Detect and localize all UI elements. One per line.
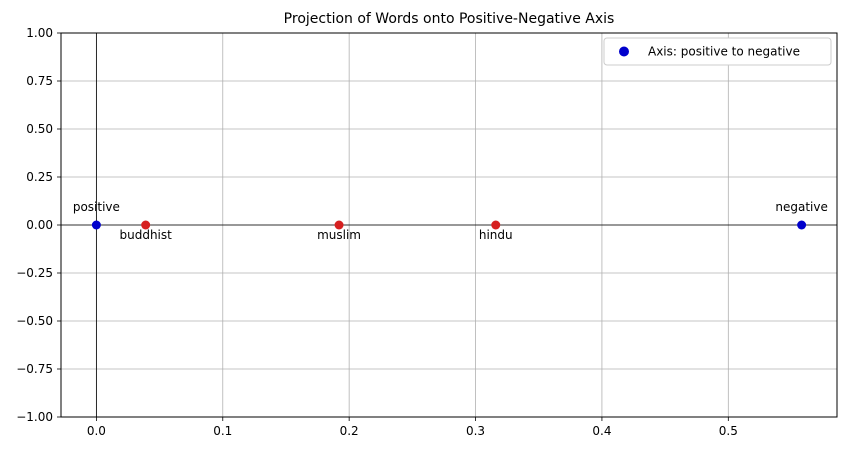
point-label-positive: positive (73, 200, 120, 214)
legend-box (603, 37, 832, 66)
reference-lines (61, 33, 837, 417)
y-tick-label: −1.00 (16, 410, 53, 424)
y-tick-label: −0.50 (16, 314, 53, 328)
y-tick-label: −0.75 (16, 362, 53, 376)
point-label-muslim: muslim (317, 228, 361, 242)
y-tick-label: 0.00 (26, 218, 53, 232)
data-point-negative (797, 220, 807, 230)
x-tick-label: 0.3 (466, 424, 485, 438)
y-tick-label: 1.00 (26, 26, 53, 40)
data-point-positive (91, 220, 101, 230)
legend-entry-label: Axis: positive to negative (648, 45, 800, 59)
axis-ticks: 0.0 0.1 0.2 0.3 0.4 0.5 1.00 0.75 0.50 0.25 0.00 −0… (16, 26, 738, 438)
data-point-muslim (334, 220, 344, 230)
data-points (91, 220, 807, 230)
y-tick-label: 0.25 (26, 170, 53, 184)
data-point-hindu (491, 220, 501, 230)
chart-title: Projection of Words onto Positive-Negati… (284, 11, 615, 27)
y-tick-label: 0.50 (26, 122, 53, 136)
point-labels: positive negative buddhist muslim hindu (73, 200, 828, 242)
point-label-negative: negative (775, 200, 827, 214)
x-tick-label: 0.1 (213, 424, 232, 438)
y-tick-label: 0.75 (26, 74, 53, 88)
point-label-hindu: hindu (479, 228, 513, 242)
plot-frame (60, 32, 838, 418)
legend-marker (619, 46, 629, 57)
y-tick-label: −0.25 (16, 266, 53, 280)
x-tick-label: 0.5 (719, 424, 738, 438)
point-label-buddhist: buddhist (119, 228, 172, 242)
x-tick-label: 0.2 (340, 424, 359, 438)
x-tick-label: 0.4 (592, 424, 611, 438)
x-tick-label: 0.0 (87, 424, 106, 438)
legend: Axis: positive to negative (603, 37, 832, 66)
data-point-buddhist (141, 220, 151, 230)
